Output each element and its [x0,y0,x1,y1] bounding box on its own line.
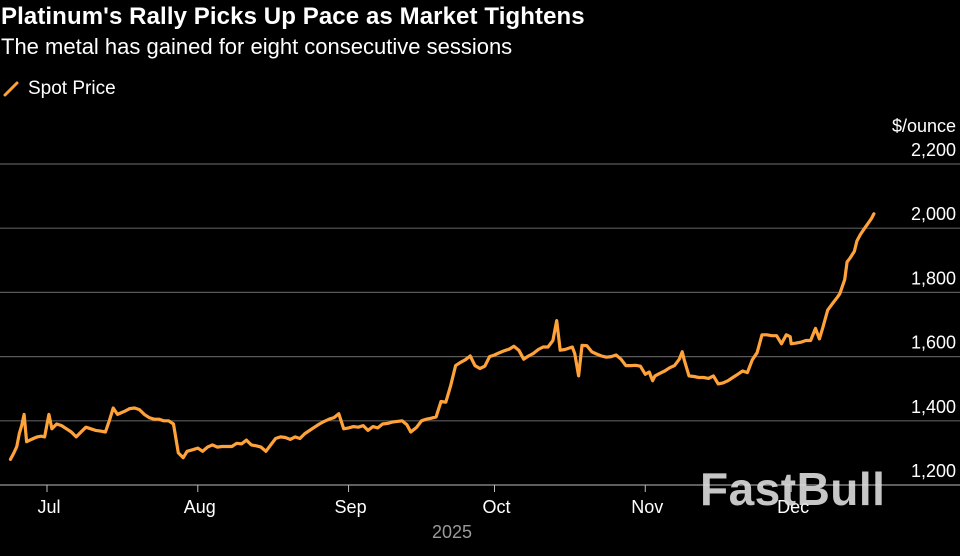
x-axis-year-label: 2025 [432,522,472,542]
x-tick-label: Jul [37,497,60,517]
legend: Spot Price [2,78,116,100]
spot-price-line [8,212,876,461]
y-tick-label: 2,000 [911,204,956,224]
y-tick-label: 1,400 [911,397,956,417]
x-tick-label: Aug [184,497,216,517]
line-segment-icon [3,81,19,97]
x-tick-label: Nov [631,497,663,517]
x-tick-label: Sep [335,497,367,517]
x-axis-ticks: Jul Aug Sep Oct Nov Dec [37,485,809,517]
chart-title: Platinum's Rally Picks Up Pace as Market… [1,3,585,30]
y-tick-label: 1,200 [911,461,956,481]
legend-label: Spot Price [28,78,116,99]
y-axis-unit-label: $/ounce [892,116,956,136]
watermark-logo: FastBull [700,463,886,515]
chart-subtitle: The metal has gained for eight consecuti… [1,34,513,59]
y-axis-ticks: 1,200 1,400 1,600 1,800 2,000 2,200 [911,140,956,481]
y-tick-label: 1,600 [911,333,956,353]
y-tick-label: 2,200 [911,140,956,160]
x-tick-label: Oct [482,497,510,517]
x-tick-label: Dec [777,497,809,517]
y-tick-label: 1,800 [911,268,956,288]
gridlines [0,163,960,422]
